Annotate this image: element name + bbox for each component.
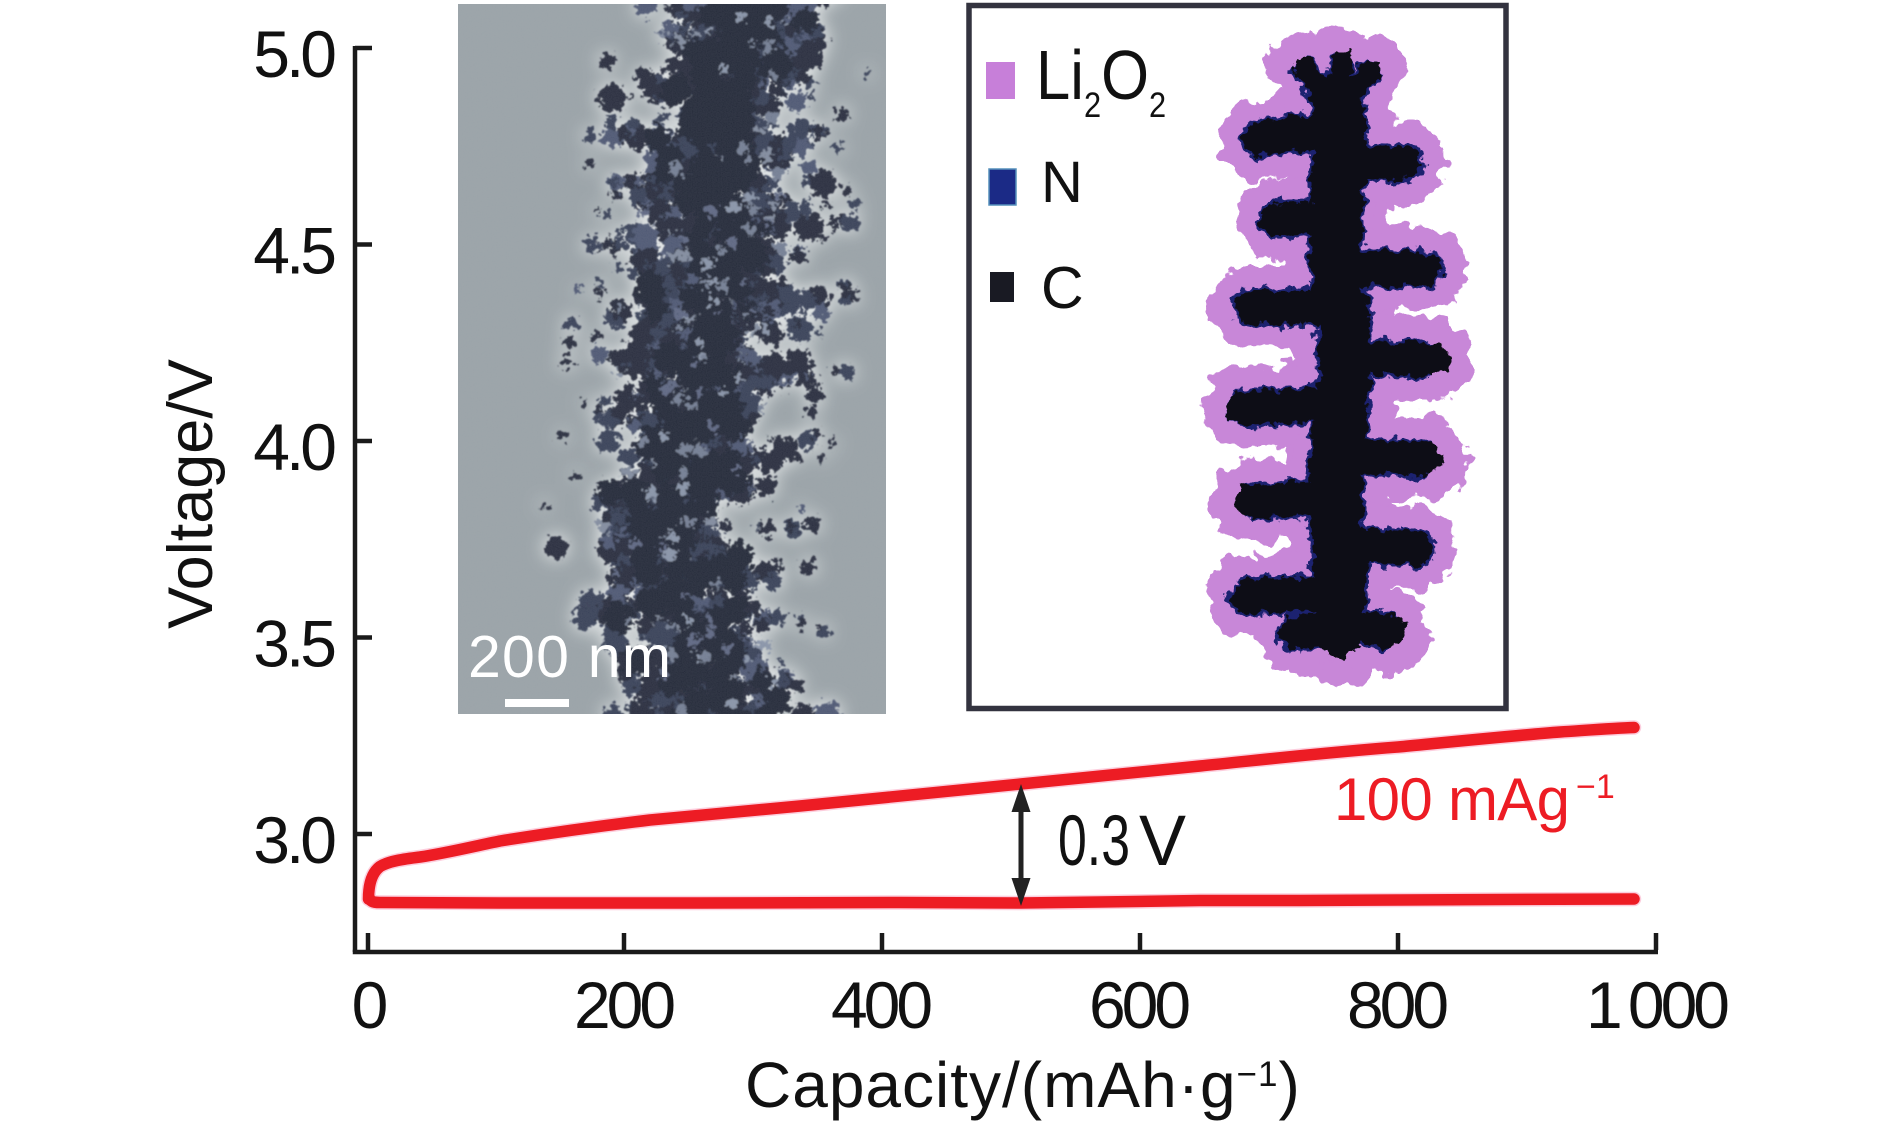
svg-text:200 nm: 200 nm — [468, 624, 671, 690]
svg-text:Capacity/(mAh·g−1): Capacity/(mAh·g−1) — [745, 1049, 1301, 1121]
svg-text:100 mAg: 100 mAg — [1334, 766, 1570, 833]
svg-text:C: C — [1041, 255, 1084, 321]
svg-text:Li2O2: Li2O2 — [1036, 35, 1166, 124]
svg-text:V: V — [1139, 802, 1187, 881]
svg-text:200: 200 — [574, 968, 674, 1042]
svg-text:400: 400 — [831, 968, 931, 1042]
svg-text:5.0: 5.0 — [253, 17, 335, 91]
svg-text:Voltage/V: Voltage/V — [156, 359, 226, 629]
svg-text:3.0: 3.0 — [253, 803, 335, 877]
svg-text:0.3: 0.3 — [1058, 802, 1130, 881]
svg-text:1 000: 1 000 — [1586, 968, 1728, 1042]
svg-text:3.5: 3.5 — [253, 607, 334, 681]
svg-text:0: 0 — [352, 968, 387, 1042]
svg-text:600: 600 — [1089, 968, 1189, 1042]
svg-text:−1: −1 — [1576, 768, 1615, 806]
svg-text:800: 800 — [1347, 968, 1447, 1042]
svg-text:4.5: 4.5 — [253, 214, 334, 288]
svg-text:4.0: 4.0 — [253, 410, 335, 484]
svg-text:N: N — [1041, 150, 1083, 215]
